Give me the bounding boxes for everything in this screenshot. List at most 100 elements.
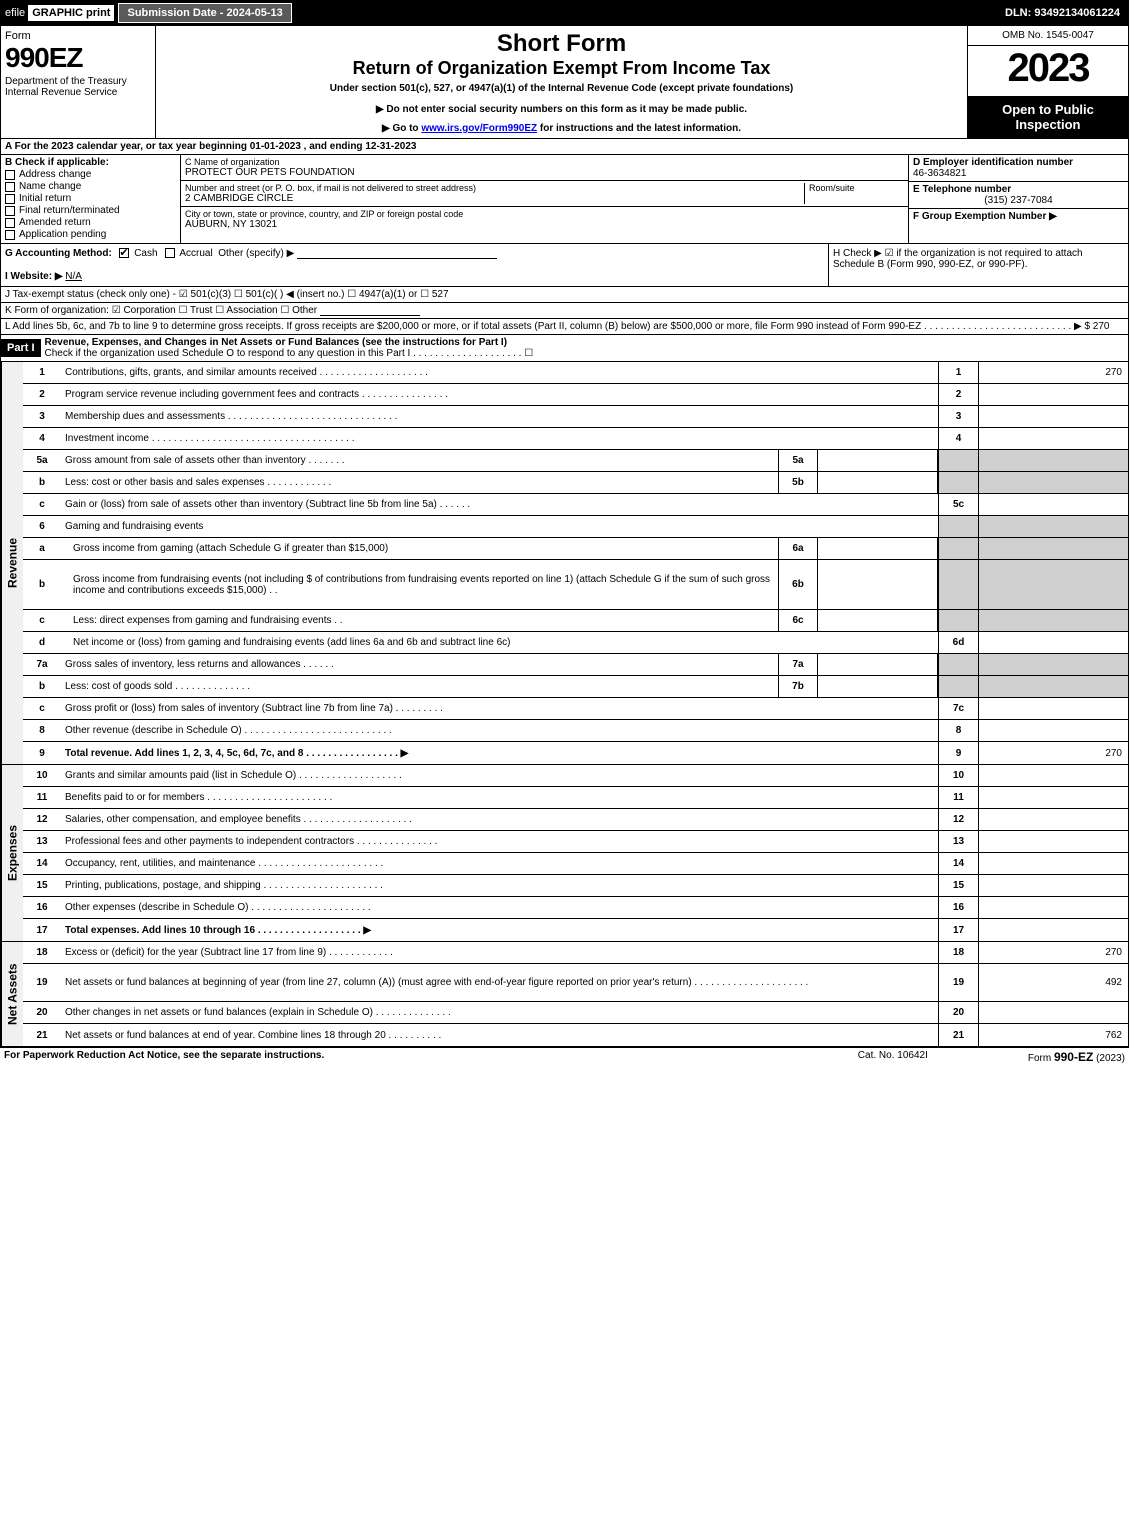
- line-11-rval: [978, 787, 1128, 808]
- line-13-rnum: 13: [938, 831, 978, 852]
- line-6d-desc: Net income or (loss) from gaming and fun…: [61, 632, 938, 653]
- line-5b-ival: [818, 472, 938, 493]
- section-b-right: D Employer identification number 46-3634…: [908, 155, 1128, 243]
- checkbox-cash[interactable]: [119, 248, 129, 258]
- line-5b-desc: Less: cost or other basis and sales expe…: [61, 472, 778, 493]
- line-15-rnum: 15: [938, 875, 978, 896]
- line-1-num: 1: [23, 362, 61, 383]
- line-6c-desc: Less: direct expenses from gaming and fu…: [61, 610, 778, 631]
- phone-label: E Telephone number: [913, 184, 1011, 195]
- row-a-text: A For the 2023 calendar year, or tax yea…: [5, 141, 416, 152]
- line-20-rval: [978, 1002, 1128, 1023]
- accounting-label: G Accounting Method:: [5, 248, 112, 259]
- line-7a-ival: [818, 654, 938, 675]
- line-12-rnum: 12: [938, 809, 978, 830]
- checkbox-amended[interactable]: Amended return: [5, 217, 176, 228]
- checkbox-accrual[interactable]: [165, 248, 175, 258]
- line-5a-inum: 5a: [778, 450, 818, 471]
- section-b-center: C Name of organization PROTECT OUR PETS …: [181, 155, 908, 243]
- line-14-rnum: 14: [938, 853, 978, 874]
- line-7a-desc: Gross sales of inventory, less returns a…: [61, 654, 778, 675]
- line-8-rval: [978, 720, 1128, 741]
- irs-link[interactable]: www.irs.gov/Form990EZ: [421, 123, 537, 134]
- checkbox-initial-return[interactable]: Initial return: [5, 193, 176, 204]
- line-2-rval: [978, 384, 1128, 405]
- line-21-rval: 762: [978, 1024, 1128, 1046]
- section-g: G Accounting Method: Cash Accrual Other …: [1, 244, 828, 286]
- line-1-rnum: 1: [938, 362, 978, 383]
- line-6c-rvalgray: [978, 610, 1128, 631]
- line-6b-rgray: [938, 560, 978, 609]
- other-specify-field[interactable]: [297, 258, 497, 259]
- row-a-calendar: A For the 2023 calendar year, or tax yea…: [0, 139, 1129, 155]
- line-12-desc: Salaries, other compensation, and employ…: [61, 809, 938, 830]
- link-row: ▶ Go to www.irs.gov/Form990EZ for instru…: [160, 123, 963, 134]
- line-14-rval: [978, 853, 1128, 874]
- row-l: L Add lines 5b, 6c, and 7b to line 9 to …: [0, 319, 1129, 335]
- netassets-vertical-label: Net Assets: [1, 942, 23, 1046]
- line-15-rval: [978, 875, 1128, 896]
- form-number: 990EZ: [5, 42, 151, 74]
- line-6d-num: d: [23, 632, 61, 653]
- line-6b-num: b: [23, 560, 61, 609]
- checkbox-name-change[interactable]: Name change: [5, 181, 176, 192]
- footer-form-ref: Form 990-EZ (2023): [1028, 1050, 1125, 1064]
- line-10-rval: [978, 765, 1128, 786]
- line-17-desc: Total expenses. Add lines 10 through 16 …: [61, 919, 938, 941]
- line-18-desc: Excess or (deficit) for the year (Subtra…: [61, 942, 938, 963]
- dln-value: DLN: 93492134061224: [1005, 7, 1124, 19]
- line-19-rnum: 19: [938, 964, 978, 1001]
- j-text: J Tax-exempt status (check only one) - ☑…: [5, 289, 449, 300]
- line-7b-desc: Less: cost of goods sold . . . . . . . .…: [61, 676, 778, 697]
- l-text: L Add lines 5b, 6c, and 7b to line 9 to …: [5, 321, 1110, 332]
- line-7b-num: b: [23, 676, 61, 697]
- k-other-field[interactable]: [320, 315, 420, 316]
- netassets-section: Net Assets 18 Excess or (deficit) for th…: [0, 942, 1129, 1047]
- efile-label: efile: [5, 7, 25, 19]
- line-8-num: 8: [23, 720, 61, 741]
- line-20-rnum: 20: [938, 1002, 978, 1023]
- checkbox-address-change[interactable]: Address change: [5, 169, 176, 180]
- line-13-num: 13: [23, 831, 61, 852]
- line-20-num: 20: [23, 1002, 61, 1023]
- line-14-desc: Occupancy, rent, utilities, and maintena…: [61, 853, 938, 874]
- line-17-rval: [978, 919, 1128, 941]
- graphic-print-button[interactable]: GRAPHIC print: [28, 5, 114, 21]
- form-label: Form: [5, 30, 151, 42]
- line-6a-inum: 6a: [778, 538, 818, 559]
- line-13-desc: Professional fees and other payments to …: [61, 831, 938, 852]
- line-19-rval: 492: [978, 964, 1128, 1001]
- line-9-rval: 270: [978, 742, 1128, 764]
- line-8-desc: Other revenue (describe in Schedule O) .…: [61, 720, 938, 741]
- line-9-rnum: 9: [938, 742, 978, 764]
- line-5b-num: b: [23, 472, 61, 493]
- tax-year: 2023: [968, 46, 1128, 91]
- footer-cat: Cat. No. 10642I: [858, 1050, 928, 1064]
- line-15-num: 15: [23, 875, 61, 896]
- line-5a-desc: Gross amount from sale of assets other t…: [61, 450, 778, 471]
- line-21-num: 21: [23, 1024, 61, 1046]
- top-bar: efile GRAPHIC print Submission Date - 20…: [0, 0, 1129, 26]
- line-4-desc: Investment income . . . . . . . . . . . …: [61, 428, 938, 449]
- part1-header-row: Part I Revenue, Expenses, and Changes in…: [0, 335, 1129, 362]
- k-text: K Form of organization: ☑ Corporation ☐ …: [5, 305, 317, 316]
- omb-number: OMB No. 1545-0047: [968, 26, 1128, 46]
- expenses-section: Expenses 10 Grants and similar amounts p…: [0, 765, 1129, 942]
- revenue-vertical-label: Revenue: [1, 362, 23, 764]
- street-value: 2 CAMBRIDGE CIRCLE: [185, 193, 804, 204]
- revenue-section: Revenue 1 Contributions, gifts, grants, …: [0, 362, 1129, 765]
- cash-label: Cash: [134, 248, 157, 259]
- line-7a-rvalgray: [978, 654, 1128, 675]
- line-17-rnum: 17: [938, 919, 978, 941]
- section-b-checkboxes: B Check if applicable: Address change Na…: [1, 155, 181, 243]
- line-11-rnum: 11: [938, 787, 978, 808]
- line-5c-rnum: 5c: [938, 494, 978, 515]
- line-6-rgray: [938, 516, 978, 537]
- line-10-num: 10: [23, 765, 61, 786]
- checkbox-final-return[interactable]: Final return/terminated: [5, 205, 176, 216]
- checkbox-pending[interactable]: Application pending: [5, 229, 176, 240]
- line-5a-num: 5a: [23, 450, 61, 471]
- submission-date: Submission Date - 2024-05-13: [118, 3, 291, 23]
- line-5c-desc: Gain or (loss) from sale of assets other…: [61, 494, 938, 515]
- line-12-num: 12: [23, 809, 61, 830]
